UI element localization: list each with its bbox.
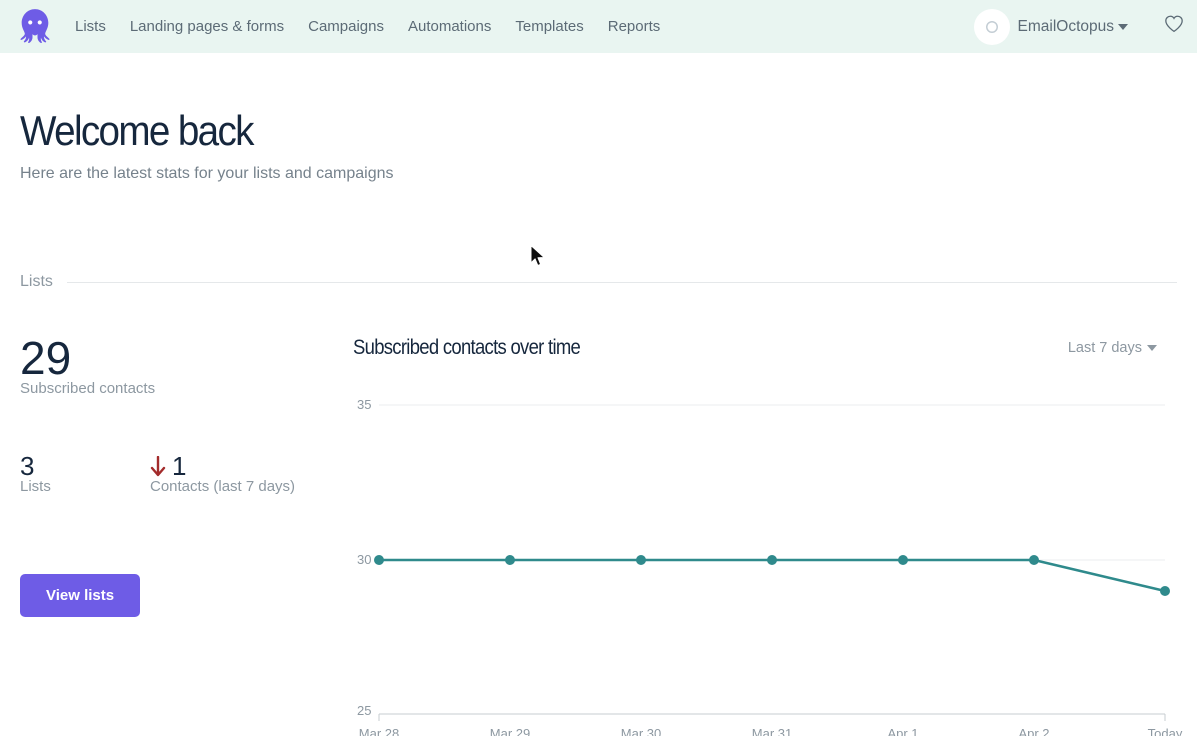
svg-text:Mar 28: Mar 28 xyxy=(359,726,399,736)
svg-text:Mar 29: Mar 29 xyxy=(490,726,530,736)
svg-text:30: 30 xyxy=(357,552,371,567)
svg-text:Mar 31: Mar 31 xyxy=(752,726,792,736)
svg-text:Apr 1: Apr 1 xyxy=(887,726,918,736)
svg-text:Mar 30: Mar 30 xyxy=(621,726,661,736)
svg-text:Apr 2: Apr 2 xyxy=(1018,726,1049,736)
svg-text:35: 35 xyxy=(357,397,371,412)
svg-text:Today: Today xyxy=(1148,726,1183,736)
svg-text:25: 25 xyxy=(357,703,371,718)
